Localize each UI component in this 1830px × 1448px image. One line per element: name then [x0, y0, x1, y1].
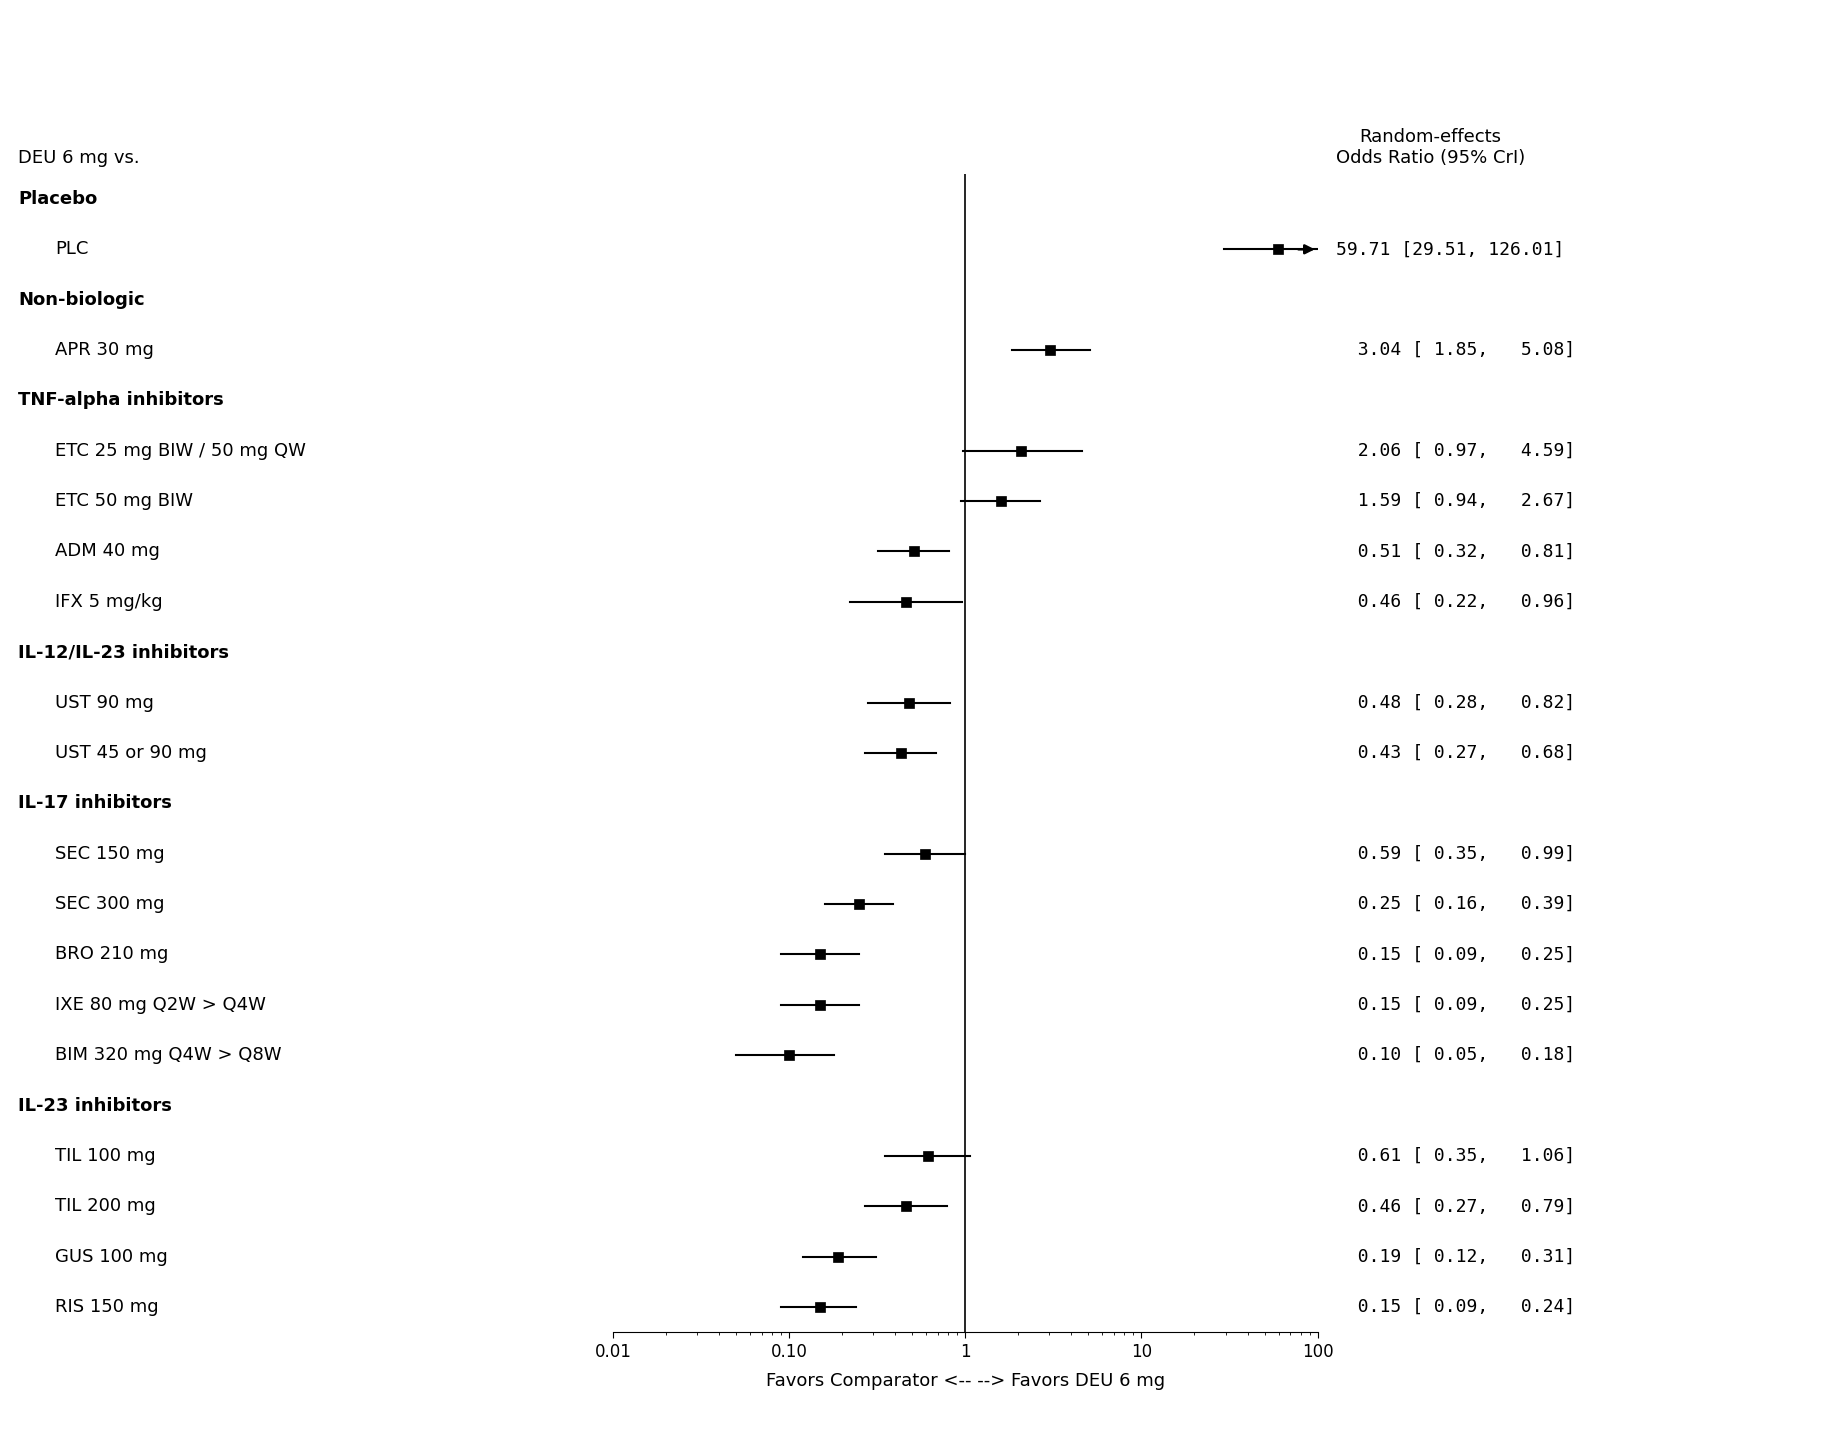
Text: 0.46 [ 0.27,   0.79]: 0.46 [ 0.27, 0.79]: [1336, 1197, 1576, 1215]
Text: BRO 210 mg: BRO 210 mg: [55, 946, 168, 963]
X-axis label: Favors Comparator <-- --> Favors DEU 6 mg: Favors Comparator <-- --> Favors DEU 6 m…: [765, 1371, 1166, 1390]
Text: SEC 150 mg: SEC 150 mg: [55, 844, 165, 863]
Text: 0.61 [ 0.35,   1.06]: 0.61 [ 0.35, 1.06]: [1336, 1147, 1576, 1164]
Text: 0.51 [ 0.32,   0.81]: 0.51 [ 0.32, 0.81]: [1336, 543, 1576, 560]
Text: Placebo: Placebo: [18, 190, 97, 209]
Text: 2.06 [ 0.97,   4.59]: 2.06 [ 0.97, 4.59]: [1336, 442, 1576, 460]
Text: 0.25 [ 0.16,   0.39]: 0.25 [ 0.16, 0.39]: [1336, 895, 1576, 914]
Text: PLC: PLC: [55, 240, 88, 258]
Text: BIM 320 mg Q4W > Q8W: BIM 320 mg Q4W > Q8W: [55, 1045, 282, 1064]
Text: ETC 50 mg BIW: ETC 50 mg BIW: [55, 492, 192, 510]
Text: IL-12/IL-23 inhibitors: IL-12/IL-23 inhibitors: [18, 643, 229, 662]
Text: IXE 80 mg Q2W > Q4W: IXE 80 mg Q2W > Q4W: [55, 996, 265, 1014]
Text: 0.43 [ 0.27,   0.68]: 0.43 [ 0.27, 0.68]: [1336, 744, 1576, 762]
Text: 0.15 [ 0.09,   0.25]: 0.15 [ 0.09, 0.25]: [1336, 946, 1576, 963]
Text: 0.46 [ 0.22,   0.96]: 0.46 [ 0.22, 0.96]: [1336, 592, 1576, 611]
Text: 0.19 [ 0.12,   0.31]: 0.19 [ 0.12, 0.31]: [1336, 1248, 1576, 1266]
Text: Non-biologic: Non-biologic: [18, 291, 145, 308]
Text: 0.48 [ 0.28,   0.82]: 0.48 [ 0.28, 0.82]: [1336, 694, 1576, 711]
Text: UST 90 mg: UST 90 mg: [55, 694, 154, 711]
Text: APR 30 mg: APR 30 mg: [55, 342, 154, 359]
Text: 59.71 [29.51, 126.01]: 59.71 [29.51, 126.01]: [1336, 240, 1565, 258]
Text: 1.59 [ 0.94,   2.67]: 1.59 [ 0.94, 2.67]: [1336, 492, 1576, 510]
Text: TIL 200 mg: TIL 200 mg: [55, 1197, 156, 1215]
Text: 0.10 [ 0.05,   0.18]: 0.10 [ 0.05, 0.18]: [1336, 1045, 1576, 1064]
Text: UST 45 or 90 mg: UST 45 or 90 mg: [55, 744, 207, 762]
Text: TNF-alpha inhibitors: TNF-alpha inhibitors: [18, 391, 223, 410]
Text: 3.04 [ 1.85,   5.08]: 3.04 [ 1.85, 5.08]: [1336, 342, 1576, 359]
Text: GUS 100 mg: GUS 100 mg: [55, 1248, 168, 1266]
Text: IL-23 inhibitors: IL-23 inhibitors: [18, 1096, 172, 1115]
Text: RIS 150 mg: RIS 150 mg: [55, 1297, 159, 1316]
Text: IL-17 inhibitors: IL-17 inhibitors: [18, 795, 172, 812]
Text: TIL 100 mg: TIL 100 mg: [55, 1147, 156, 1164]
Text: 0.59 [ 0.35,   0.99]: 0.59 [ 0.35, 0.99]: [1336, 844, 1576, 863]
Text: ETC 25 mg BIW / 50 mg QW: ETC 25 mg BIW / 50 mg QW: [55, 442, 306, 460]
Text: 0.15 [ 0.09,   0.25]: 0.15 [ 0.09, 0.25]: [1336, 996, 1576, 1014]
Text: ADM 40 mg: ADM 40 mg: [55, 543, 159, 560]
Text: SEC 300 mg: SEC 300 mg: [55, 895, 165, 914]
Text: Random-effects
Odds Ratio (95% CrI): Random-effects Odds Ratio (95% CrI): [1336, 127, 1524, 167]
Text: DEU 6 mg vs.: DEU 6 mg vs.: [18, 149, 139, 167]
Text: IFX 5 mg/kg: IFX 5 mg/kg: [55, 592, 163, 611]
Text: 0.15 [ 0.09,   0.24]: 0.15 [ 0.09, 0.24]: [1336, 1297, 1576, 1316]
